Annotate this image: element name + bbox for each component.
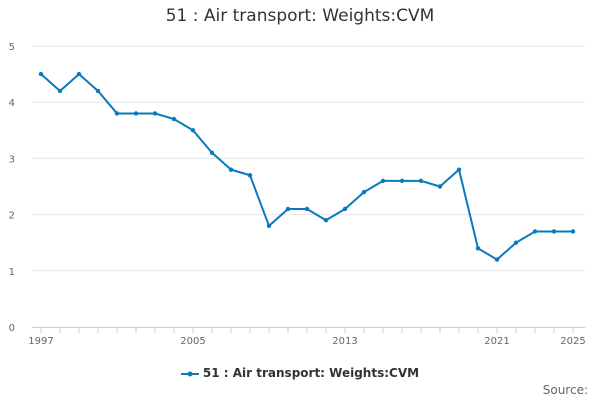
data-point[interactable] (532, 229, 538, 234)
data-point[interactable] (247, 173, 253, 178)
data-point[interactable] (418, 178, 424, 184)
y-tick-label: 1 (9, 267, 15, 278)
data-point[interactable] (76, 71, 82, 77)
y-axis: 0 1 2 3 4 5 (9, 42, 15, 334)
data-point[interactable] (494, 257, 500, 262)
data-point[interactable] (133, 111, 139, 116)
source-label: Source: (542, 383, 588, 397)
data-point[interactable] (342, 206, 348, 212)
data-point[interactable] (399, 178, 405, 184)
data-point[interactable] (437, 184, 443, 189)
x-axis-labels: 1997 2005 2013 2021 2025 (28, 336, 585, 347)
data-point[interactable] (361, 189, 367, 195)
data-point[interactable] (380, 178, 386, 184)
data-point[interactable] (190, 128, 196, 133)
data-point[interactable] (513, 240, 519, 245)
y-tick-label: 4 (9, 98, 15, 109)
data-point[interactable] (171, 116, 177, 122)
data-point[interactable] (57, 88, 63, 94)
legend[interactable]: 51 : Air transport: Weights:CVM (0, 366, 600, 380)
x-tick-label: 2013 (332, 336, 357, 347)
data-point[interactable] (551, 229, 557, 234)
x-tick-label: 2005 (180, 336, 205, 347)
data-point[interactable] (152, 111, 158, 116)
x-axis (32, 327, 585, 333)
x-tick-label: 1997 (28, 336, 53, 347)
legend-label: 51 : Air transport: Weights:CVM (202, 366, 420, 380)
gridlines (32, 45, 585, 272)
x-tick-label: 2025 (560, 336, 585, 347)
chart-title: 51 : Air transport: Weights:CVM (165, 6, 435, 26)
data-point[interactable] (570, 229, 576, 234)
y-tick-label: 3 (9, 154, 15, 165)
series-layer (38, 71, 576, 262)
data-point[interactable] (304, 206, 310, 212)
data-point[interactable] (323, 218, 329, 223)
data-point[interactable] (114, 111, 120, 116)
x-tick-label: 2021 (484, 336, 509, 347)
y-tick-label: 5 (9, 42, 15, 53)
data-point[interactable] (209, 150, 215, 155)
data-point[interactable] (266, 223, 272, 229)
data-point[interactable] (475, 246, 481, 251)
data-point[interactable] (228, 167, 234, 172)
data-point[interactable] (456, 167, 462, 172)
legend-swatch (180, 371, 199, 376)
y-tick-label: 0 (9, 323, 15, 334)
data-point[interactable] (38, 71, 44, 77)
data-point[interactable] (95, 88, 101, 94)
y-tick-label: 2 (9, 211, 15, 222)
data-point[interactable] (285, 206, 291, 212)
